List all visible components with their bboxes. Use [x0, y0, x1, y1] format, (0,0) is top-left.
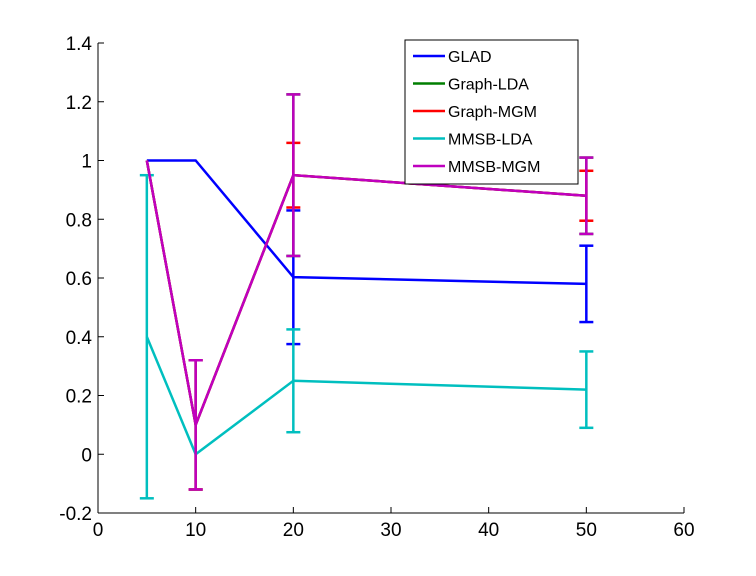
series-glad [146, 159, 594, 346]
legend: GLAD Graph-LDA Graph-MGM MMSB-LDA MMSB-MGM [404, 39, 579, 185]
x-tick-label: 30 [380, 520, 401, 541]
series-line [145, 160, 587, 430]
series-graph-mgm [145, 141, 594, 491]
legend-entries: GLAD Graph-LDA Graph-MGM MMSB-LDA MMSB-MGM [413, 49, 540, 176]
series-mmsb-mgm [145, 93, 594, 491]
legend-label: MMSB-MGM [448, 159, 540, 176]
series-line [145, 160, 587, 430]
series-line [145, 160, 587, 430]
x-tick-label: 60 [673, 520, 694, 541]
y-tick-label: -0.2 [59, 504, 92, 525]
legend-entry: GLAD [413, 49, 492, 66]
legend-entry: MMSB-MGM [413, 159, 540, 176]
legend-label: Graph-LDA [448, 77, 529, 94]
y-tick-label: 0.2 [66, 387, 92, 408]
y-tick-label: 1.2 [66, 93, 92, 114]
legend-entry: Graph-LDA [413, 77, 529, 94]
y-tick-label: 0.8 [66, 210, 92, 231]
series-mmsb-lda [139, 173, 594, 500]
x-tick-label: 0 [93, 520, 104, 541]
y-tick-label: 1.4 [66, 34, 93, 55]
series-line [145, 336, 587, 457]
legend-label: MMSB-LDA [448, 132, 533, 149]
x-tick-label: 10 [185, 520, 206, 541]
legend-label: GLAD [448, 49, 492, 66]
x-tick-label: 20 [283, 520, 304, 541]
legend-entry: MMSB-LDA [413, 132, 533, 149]
y-tick-label: 0.4 [66, 328, 93, 349]
y-tick-label: 0 [81, 445, 92, 466]
y-tick-label: 1 [81, 152, 92, 173]
plot-series [139, 93, 594, 500]
legend-label: Graph-MGM [448, 104, 537, 121]
y-tick-label: 0.6 [66, 269, 92, 290]
series-line [146, 159, 587, 286]
x-tick-label: 40 [478, 520, 499, 541]
axes: 0 10 20 30 40 50 60-0.200.20.40.60.811.21.4 [59, 34, 694, 541]
legend-entry: Graph-MGM [413, 104, 537, 121]
x-tick-label: 50 [576, 520, 597, 541]
